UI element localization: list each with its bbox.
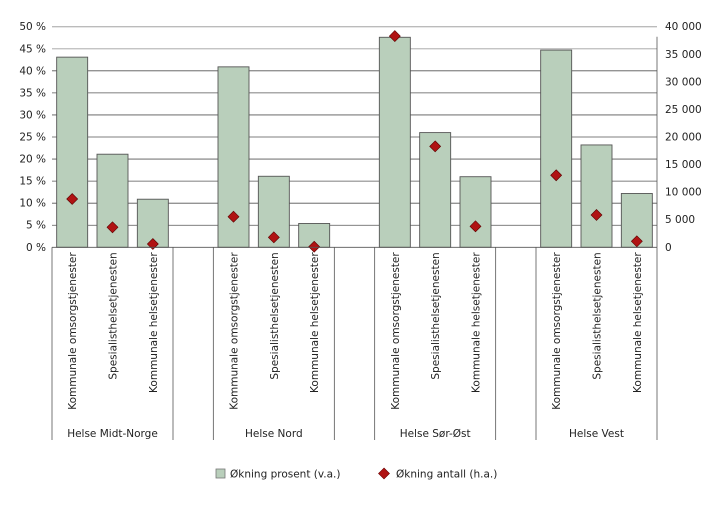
category-label: Kommunale omsorgstjenester [67,252,79,410]
right-tick-label: 25 000 [665,104,702,116]
diamond-point [469,220,482,233]
right-tick-label: 40 000 [665,21,702,33]
diamond-point [590,209,603,221]
group-label: Helse Sør-Øst [400,428,471,440]
legend-bar-label: Økning prosent (v.a.) [230,469,341,481]
category-label: Kommunale helsetjenester [148,252,160,393]
left-tick-label: 35 % [19,87,46,99]
category-label: Kommunale helsetjenester [632,252,644,393]
legend: Økning prosent (v.a.) Økning antall (h.a… [215,467,497,481]
group-label: Helse Midt-Norge [67,428,158,440]
category-label: Spesialisthelsetjenesten [430,252,442,379]
bar [459,176,492,248]
group-label: Helse Nord [245,428,303,440]
diamond-point [106,221,119,234]
category-label: Kommunale omsorgstjenester [229,252,241,410]
bar [96,153,129,248]
diamond-point [146,238,159,250]
legend-point-label: Økning antall (h.a.) [396,469,497,481]
category-label: Kommunale omsorgstjenester [551,252,563,410]
category-label: Kommunale omsorgstjenester [390,252,402,410]
diamond-point [630,235,643,248]
diamond-point [429,140,442,153]
category-label: Spesialisthelsetjenesten [592,252,604,379]
right-tick-label: 0 [665,242,672,254]
left-tick-label: 30 % [19,109,46,121]
diamond-point [267,231,280,244]
left-tick-label: 40 % [19,65,46,77]
right-tick-label: 35 000 [665,49,702,61]
right-tick-label: 10 000 [665,187,702,199]
diamond-point [308,240,321,253]
right-axis: 0 5 000 10 000 15 000 20 000 25 000 30 000 35 0… [656,21,702,254]
bar [56,56,89,248]
points [66,30,643,253]
legend-bar-swatch [215,468,226,479]
left-tick-label: 5 % [26,220,46,232]
category-label: Kommunale helsetjenester [309,252,321,393]
diamond-point [550,169,563,182]
legend-diamond-icon [378,467,390,480]
left-tick-label: 10 % [19,198,46,210]
diamond-point [66,193,79,205]
left-axis: 0 % 5 % 10 % 15 % 20 % 25 % 30 % 35 % 40 % 45 % 50… [19,21,46,254]
right-tick-label: 5 000 [665,214,695,226]
group-label: Helse Vest [569,428,624,440]
category-label: Kommunale helsetjenester [471,252,483,393]
bar [378,36,411,248]
right-tick-label: 15 000 [665,159,702,171]
left-tick-label: 0 % [26,242,46,254]
category-label: Spesialisthelsetjenesten [108,252,120,379]
bar [580,144,613,248]
bar [540,49,573,248]
left-tick-label: 50 % [19,21,46,33]
left-tick-label: 45 % [19,43,46,55]
diamond-point [388,30,401,42]
left-tick-label: 20 % [19,154,46,166]
right-tick-label: 20 000 [665,132,702,144]
category-label: Spesialisthelsetjenesten [269,252,281,379]
left-tick-label: 15 % [19,176,46,188]
left-tick-label: 25 % [19,132,46,144]
right-tick-label: 30 000 [665,76,702,88]
category-axis: Kommunale omsorgstjenester Spesialisthels… [51,246,658,440]
diamond-point [227,210,240,223]
bars [56,36,653,248]
